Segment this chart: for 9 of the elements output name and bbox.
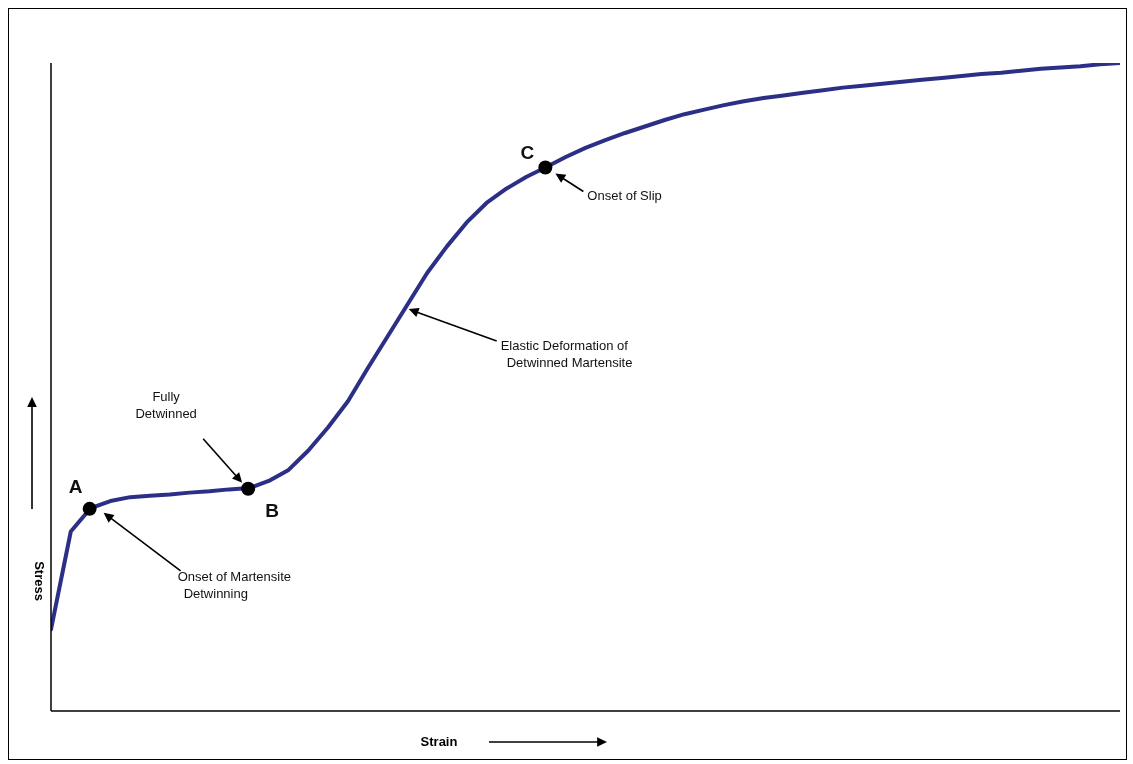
- annotation: Fully Detwinned: [135, 388, 197, 421]
- annotation: B: [265, 499, 280, 521]
- annotation: C: [520, 142, 535, 164]
- x-axis-title: Strain: [420, 734, 458, 749]
- annotation: Elastic Deformation of Detwinned Martensite: [500, 338, 633, 371]
- annotation: Onset of Martensite Detwinning: [177, 568, 292, 601]
- y-axis-title: Stress: [32, 561, 47, 601]
- annotation: Onset of Slip: [587, 188, 662, 204]
- annotation: A: [68, 475, 83, 497]
